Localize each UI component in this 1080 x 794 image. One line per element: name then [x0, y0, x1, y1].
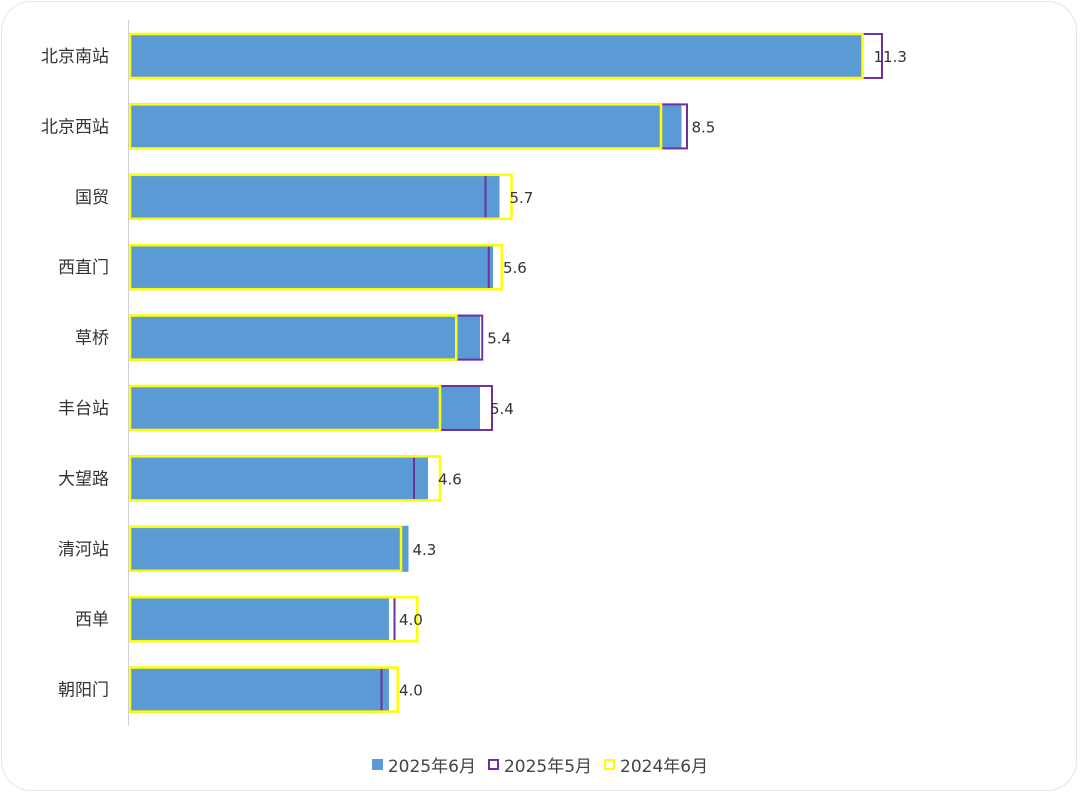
data-label: 4.3	[413, 541, 437, 559]
bar-outline-2024-06[interactable]	[128, 103, 663, 150]
category-label: 国贸	[75, 188, 109, 208]
category-label: 西单	[75, 610, 109, 630]
data-label: 4.0	[399, 682, 423, 700]
bar-outline-2024-06[interactable]	[128, 455, 442, 502]
category-label: 北京西站	[41, 117, 109, 137]
legend: 2025年6月 2025年5月 2024年6月	[0, 752, 1080, 777]
legend-swatch-filled	[371, 759, 383, 770]
bar-2025-06[interactable]	[129, 314, 480, 361]
category-label: 丰台站	[58, 399, 109, 419]
data-label: 11.3	[874, 48, 907, 66]
bar-2025-06[interactable]	[129, 173, 500, 220]
bar-outline-2024-06[interactable]	[128, 595, 419, 643]
bar-2025-06[interactable]	[129, 33, 864, 79]
bar-2025-06[interactable]	[129, 596, 389, 643]
data-label: 5.7	[510, 189, 534, 207]
bar-outline-2024-06[interactable]	[128, 32, 864, 80]
legend-item-2025-05[interactable]: 2025年5月	[487, 752, 593, 777]
bar-2025-06[interactable]	[129, 385, 480, 431]
bar-outline-2024-06[interactable]	[128, 243, 503, 291]
bar-outline-2024-06[interactable]	[128, 666, 399, 713]
legend-label: 2025年6月	[387, 757, 476, 777]
data-label: 8.5	[692, 118, 716, 136]
series-2025-06-bars	[129, 33, 864, 713]
category-label: 西直门	[58, 258, 109, 278]
bar-outline-2024-06[interactable]	[128, 173, 513, 221]
legend-item-2025-06[interactable]: 2025年6月	[371, 752, 476, 777]
data-label: 5.6	[503, 259, 527, 277]
legend-label: 2025年5月	[503, 757, 593, 777]
category-label: 大望路	[58, 469, 109, 489]
bar-2025-06[interactable]	[129, 525, 409, 572]
category-label: 朝阳门	[58, 681, 109, 701]
bar-outline-2024-06[interactable]	[128, 314, 458, 361]
category-label: 北京南站	[41, 47, 109, 67]
legend-swatch-yellow-outline	[604, 759, 616, 770]
category-label: 清河站	[58, 540, 109, 560]
bar-outline-2024-06[interactable]	[128, 525, 403, 573]
series-2024-06-outlines	[128, 32, 864, 713]
bar-2025-06[interactable]	[129, 666, 389, 713]
data-label: 5.4	[490, 400, 514, 418]
legend-swatch-purple-outline	[487, 759, 499, 770]
data-labels: 11.3 8.5 5.7 5.6 5.4 5.4 4.6 4.3 4.0 4.0	[399, 48, 907, 700]
bar-2025-06[interactable]	[129, 103, 682, 150]
data-label: 4.6	[438, 470, 462, 488]
bar-2025-06[interactable]	[129, 455, 428, 502]
data-label: 4.0	[399, 611, 423, 629]
legend-label: 2024年6月	[620, 757, 709, 777]
data-label: 5.4	[487, 330, 511, 348]
bar-outline-2024-06[interactable]	[128, 384, 442, 432]
legend-item-2024-06[interactable]: 2024年6月	[604, 752, 708, 777]
bar-2025-06[interactable]	[129, 244, 493, 291]
category-label: 草桥	[75, 329, 109, 349]
